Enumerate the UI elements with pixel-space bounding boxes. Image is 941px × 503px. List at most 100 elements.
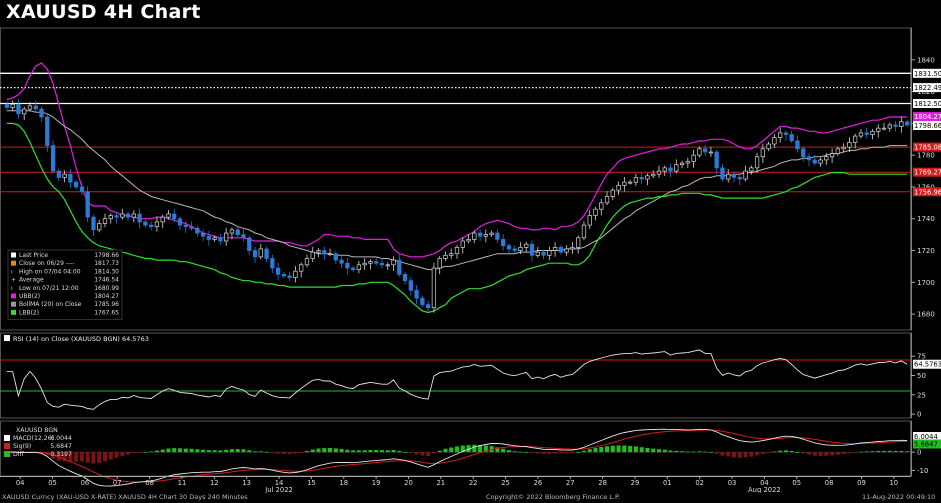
candle <box>512 248 517 251</box>
x-tick-label: 28 <box>598 479 607 487</box>
macd-histogram-bar <box>905 451 910 453</box>
candle <box>414 289 419 299</box>
macd-histogram-bar <box>316 448 321 453</box>
legend-swatch <box>11 309 16 315</box>
candle <box>310 251 315 259</box>
x-tick-label: 25 <box>501 479 510 487</box>
x-tick-label: 08 <box>145 479 154 487</box>
macd-histogram-bar <box>443 448 448 453</box>
x-tick-label: 19 <box>372 479 381 487</box>
macd-histogram-bar <box>322 448 327 453</box>
macd-histogram-bar <box>189 448 194 453</box>
candle <box>431 267 437 309</box>
x-tick-label: 05 <box>792 479 801 487</box>
macd-histogram-bar <box>835 452 840 455</box>
macd-histogram-bar <box>651 448 656 453</box>
macd-value-label: 6.0044 <box>914 433 938 441</box>
macd-line <box>6 428 908 487</box>
candle <box>547 250 552 256</box>
candle <box>708 151 714 154</box>
legend-value: 1680.99 <box>94 285 119 292</box>
macd-legend-swatch <box>4 435 10 441</box>
candle <box>610 189 615 197</box>
x-tick-label: 05 <box>48 479 57 487</box>
footer-copyright: Copyright© 2022 Bloomberg Finance L.P. <box>486 493 620 501</box>
macd-histogram-bar <box>97 452 102 463</box>
macd-histogram-bar <box>766 452 771 453</box>
candle <box>68 173 73 183</box>
macd-histogram-bar <box>379 450 385 453</box>
candle <box>726 173 731 180</box>
macd-histogram-bar <box>241 449 246 453</box>
candle <box>108 215 113 220</box>
macd-histogram-bar <box>449 447 454 453</box>
candle <box>322 250 327 255</box>
candle <box>160 216 165 223</box>
macd-histogram-bar <box>576 452 581 453</box>
candle <box>795 140 800 150</box>
candle <box>73 181 79 188</box>
macd-legend-value: 5.6847 <box>50 443 72 450</box>
candle <box>622 181 627 186</box>
legend-label: High on 07/04 04:00 <box>19 268 81 275</box>
candle <box>627 181 633 184</box>
macd-histogram-bar <box>114 452 119 458</box>
candle <box>697 148 702 156</box>
macd-value-bg <box>913 432 941 441</box>
macd-histogram-bar <box>339 448 344 453</box>
candle <box>829 153 835 158</box>
candle <box>420 297 425 305</box>
macd-histogram-bar <box>812 452 817 456</box>
macd-histogram-bar <box>270 452 275 453</box>
candle <box>397 259 402 275</box>
macd-histogram-bar <box>628 445 633 453</box>
candle <box>241 234 246 239</box>
price-label-bg <box>913 120 941 130</box>
macd-legend-label: Sig(9) <box>13 443 31 450</box>
legend-value: 1798.66 <box>94 252 119 259</box>
candle <box>541 251 546 256</box>
macd-histogram-bar <box>351 450 356 453</box>
candle <box>472 232 477 240</box>
macd-histogram-bar <box>431 452 436 454</box>
legend-swatch <box>11 252 16 258</box>
candle <box>27 105 33 110</box>
macd-histogram-bar <box>581 450 586 453</box>
x-tick-label: 26 <box>534 479 543 487</box>
macd-histogram-bar <box>553 452 558 454</box>
x-tick-label: 15 <box>307 479 316 487</box>
candle <box>847 142 852 148</box>
candle <box>518 246 523 251</box>
candle <box>62 173 67 178</box>
macd-histogram-bar <box>79 452 84 462</box>
x-tick-label: 14 <box>275 479 284 487</box>
macd-histogram-bar <box>247 450 252 453</box>
macd-histogram-bar <box>501 448 506 453</box>
macd-histogram-bar <box>529 452 535 454</box>
x-month-label: Jul 2022 <box>264 486 293 493</box>
macd-histogram-bar <box>720 452 725 456</box>
y-tick-label: 1780 <box>917 152 935 160</box>
candle <box>835 148 841 154</box>
macd-histogram-bar <box>229 449 234 453</box>
candle <box>737 177 742 180</box>
candle <box>212 237 217 240</box>
candle <box>33 105 38 110</box>
candle <box>426 304 431 309</box>
candle <box>50 145 56 172</box>
x-tick-label: 09 <box>857 479 866 487</box>
legend-box <box>7 249 123 321</box>
candle <box>247 237 252 251</box>
macd-legend-value: 0.3197 <box>50 451 72 458</box>
x-tick-label: 20 <box>404 479 413 487</box>
macd-histogram-bar <box>680 451 685 453</box>
candle <box>22 108 27 115</box>
x-tick-label: 10 <box>889 479 898 487</box>
legend-label: UBB(2) <box>19 293 40 300</box>
candle <box>408 280 413 291</box>
macd-histogram-bar <box>789 450 794 453</box>
candle <box>131 213 136 218</box>
candle <box>85 191 90 218</box>
candle <box>374 261 379 264</box>
x-tick-label: 07 <box>113 479 122 487</box>
